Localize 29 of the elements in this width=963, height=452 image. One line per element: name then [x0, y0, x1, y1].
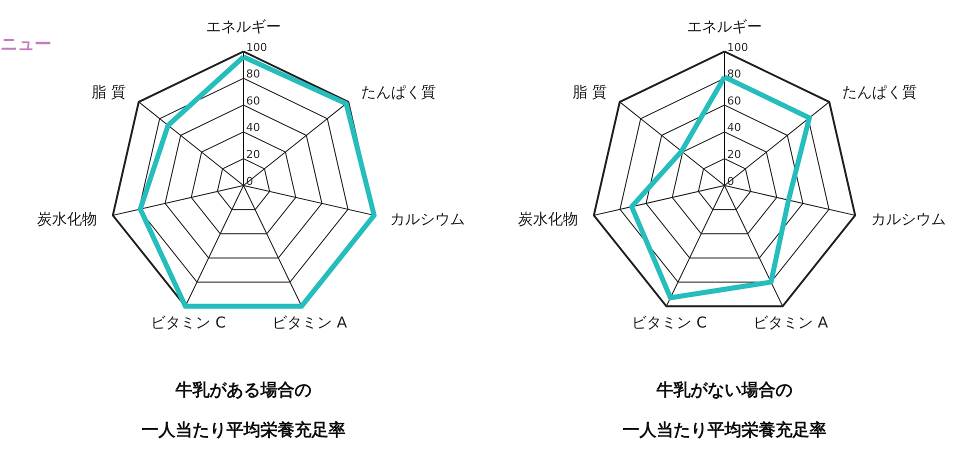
- text: ニュー: [0, 34, 52, 54]
- text: 牛乳がない場合の: [656, 380, 792, 401]
- text: 一人当たり平均栄養充足率: [622, 420, 826, 441]
- y-tick-label: 40: [246, 121, 260, 134]
- y-tick-label: 20: [727, 148, 742, 162]
- spoke-label: たんぱく質: [842, 82, 917, 101]
- spoke-label: ビタミン C: [150, 313, 226, 332]
- spoke-label: 炭水化物: [37, 210, 98, 228]
- spoke-label: カルシウム: [870, 210, 946, 228]
- spoke-label: カルシウム: [390, 210, 465, 228]
- spoke-label: 炭水化物: [518, 210, 578, 228]
- spoke-label: ビタミン A: [272, 313, 348, 332]
- spoke-label: 脂 質: [91, 82, 126, 101]
- text: 牛乳がある場合の: [174, 380, 312, 401]
- spoke-label: エネルギー: [206, 17, 281, 36]
- spoke-label: ビタミン C: [632, 313, 707, 332]
- y-tick-label: 60: [727, 94, 742, 108]
- text: 一人当たり平均栄養充足率: [142, 420, 346, 441]
- spoke-label: 脂 質: [572, 82, 608, 101]
- spoke-label: ビタミン A: [752, 313, 829, 332]
- spoke-label: エネルギー: [687, 17, 762, 36]
- y-tick-label: 100: [246, 40, 268, 54]
- y-tick-label: 80: [727, 68, 742, 81]
- y-tick-label: 60: [246, 94, 260, 108]
- y-tick-label: 40: [727, 121, 742, 134]
- y-tick-label: 20: [246, 148, 260, 162]
- y-tick-label: 100: [727, 40, 748, 54]
- y-tick-label: 80: [246, 68, 260, 81]
- spoke-label: たんぱく質: [360, 82, 436, 101]
